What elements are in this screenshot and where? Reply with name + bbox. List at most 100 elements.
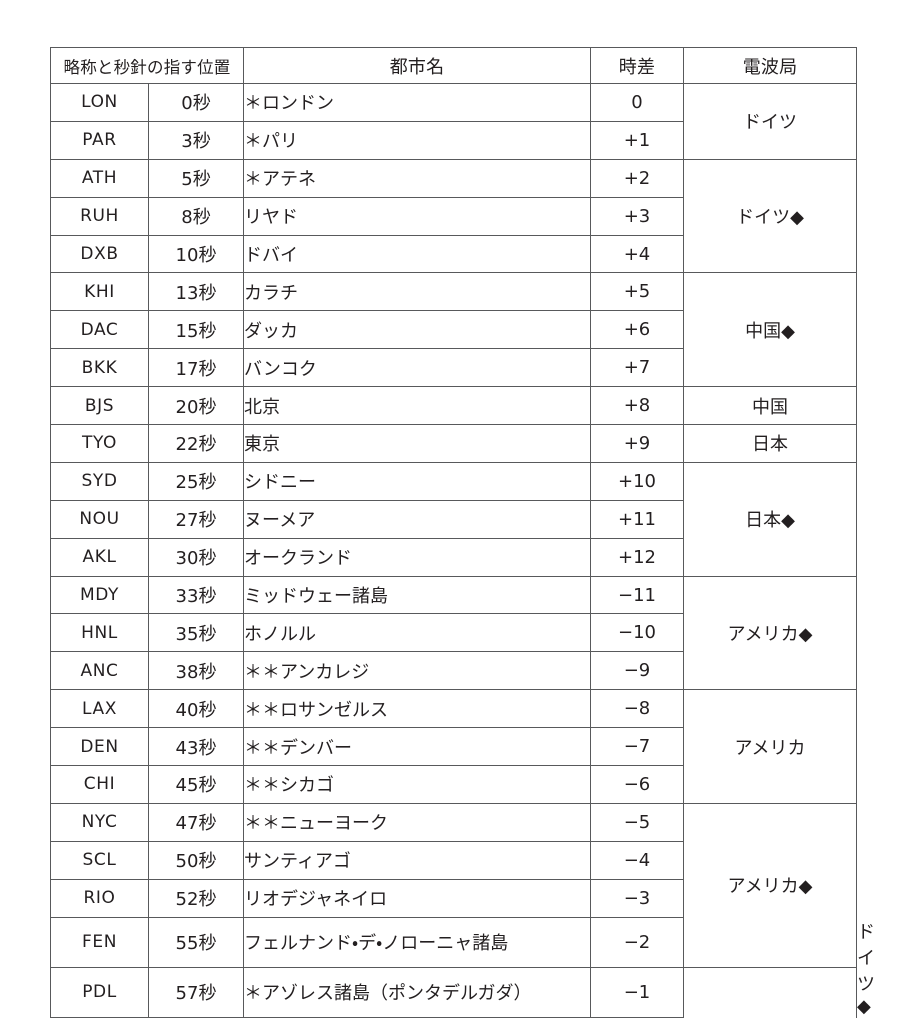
cell-time-difference: −10 <box>590 613 684 653</box>
cell-abbreviation: BKK <box>50 348 149 388</box>
table-row: FEN 55秒 フェルナンド・デ・ノローニャ諸島 −2 ドイツ◆ <box>50 916 875 1017</box>
cell-radio-station: アメリカ <box>683 689 857 804</box>
cell-abbreviation: NOU <box>50 499 149 539</box>
table-header: 略称と秒針の指す位置 都市名 時差 電波局 <box>50 47 857 84</box>
cell-city-name: フェルナンド・デ・ノローニャ諸島 <box>243 916 591 968</box>
table-row: NOU 27秒 ヌーメア +11 <box>50 499 857 539</box>
table-row: SYD 25秒 シドニー +10 日本◆ <box>50 461 857 577</box>
cell-city-name: バンコク <box>243 348 591 388</box>
cell-second-position: 40秒 <box>148 689 244 729</box>
cell-city-name: ミッドウェー諸島 <box>243 575 591 615</box>
timezone-table: 略称と秒針の指す位置 都市名 時差 電波局 LON 0秒 ＊ロンドン 0 ドイツ PAR 3… <box>50 47 875 1018</box>
cell-time-difference: −11 <box>590 575 684 615</box>
cell-second-position: 43秒 <box>148 727 244 767</box>
cell-city-name: カラチ <box>243 272 591 312</box>
cell-second-position: 45秒 <box>148 765 244 804</box>
table-row: DAC 15秒 ダッカ +6 <box>50 310 857 350</box>
cell-time-difference: −4 <box>590 840 684 880</box>
cell-radio-station: ドイツ <box>683 83 857 160</box>
cell-abbreviation: SYD <box>50 461 149 501</box>
cell-city-name: ドバイ <box>243 234 591 274</box>
cell-abbreviation: ATH <box>50 158 149 198</box>
cell-city-name: ＊＊アンカレジ <box>243 651 591 691</box>
cell-second-position: 38秒 <box>148 651 244 691</box>
cell-abbreviation: LAX <box>50 689 149 729</box>
cell-city-name: ＊アゾレス諸島（ポンタデルガダ） <box>243 966 591 1018</box>
cell-abbreviation: RUH <box>50 196 149 236</box>
cell-abbreviation: DEN <box>50 727 149 767</box>
cell-second-position: 0秒 <box>148 83 244 122</box>
table-row: PAR 3秒 ＊パリ +1 <box>50 120 857 160</box>
cell-radio-station: アメリカ◆ <box>683 575 857 691</box>
cell-second-position: 27秒 <box>148 499 244 539</box>
cell-time-difference: +11 <box>590 499 684 539</box>
cell-city-name: リヤド <box>243 196 591 236</box>
table-row: RUH 8秒 リヤド +3 <box>50 196 857 236</box>
cell-second-position: 57秒 <box>148 966 244 1018</box>
cell-time-difference: +5 <box>590 272 684 312</box>
cell-radio-station: 中国◆ <box>683 272 857 388</box>
cell-second-position: 20秒 <box>148 386 244 426</box>
cell-city-name: ＊パリ <box>243 120 591 160</box>
cell-second-position: 52秒 <box>148 878 244 918</box>
cell-city-name: ＊＊ニューヨーク <box>243 802 591 842</box>
header-row: 略称と秒針の指す位置 都市名 時差 電波局 <box>50 47 857 84</box>
cell-second-position: 3秒 <box>148 120 244 160</box>
cell-city-name: シドニー <box>243 461 591 501</box>
column-header-city-name: 都市名 <box>243 47 591 84</box>
cell-radio-station: 日本◆ <box>683 461 857 577</box>
cell-time-difference: +3 <box>590 196 684 236</box>
cell-time-difference: −2 <box>590 916 684 968</box>
cell-radio-station: ドイツ◆ <box>683 158 857 274</box>
cell-city-name: 東京 <box>243 424 591 463</box>
table-row: HNL 35秒 ホノルル −10 <box>50 613 857 653</box>
column-header-radio-station: 電波局 <box>683 47 857 84</box>
table-row: ATH 5秒 ＊アテネ +2 ドイツ◆ <box>50 158 857 274</box>
cell-abbreviation: PAR <box>50 120 149 160</box>
cell-abbreviation: NYC <box>50 802 149 842</box>
cell-time-difference: −1 <box>590 966 684 1018</box>
cell-city-name: ＊アテネ <box>243 158 591 198</box>
cell-second-position: 5秒 <box>148 158 244 198</box>
table-row: BJS 20秒 北京 +8 中国 <box>50 386 857 426</box>
cell-city-name: 北京 <box>243 386 591 426</box>
table-row: TYO 22秒 東京 +9 日本 <box>50 424 857 463</box>
cell-city-name: ＊ロンドン <box>243 83 591 122</box>
cell-abbreviation: LON <box>50 83 149 122</box>
cell-abbreviation: SCL <box>50 840 149 880</box>
cell-radio-station: アメリカ◆ <box>683 802 857 968</box>
cell-abbreviation: FEN <box>50 916 149 968</box>
cell-abbreviation: PDL <box>50 966 149 1018</box>
cell-city-name: サンティアゴ <box>243 840 591 880</box>
cell-radio-station: 中国 <box>683 386 857 426</box>
cell-city-name: ヌーメア <box>243 499 591 539</box>
cell-second-position: 13秒 <box>148 272 244 312</box>
cell-time-difference: +4 <box>590 234 684 274</box>
cell-time-difference: +10 <box>590 461 684 501</box>
table-row: RIO 52秒 リオデジャネイロ −3 <box>50 878 857 918</box>
table-row: BKK 17秒 バンコク +7 <box>50 348 857 388</box>
cell-city-name: ダッカ <box>243 310 591 350</box>
table-row: PDL 57秒 ＊アゾレス諸島（ポンタデルガダ） −1 <box>50 966 857 1018</box>
cell-abbreviation: DAC <box>50 310 149 350</box>
cell-abbreviation: HNL <box>50 613 149 653</box>
cell-second-position: 10秒 <box>148 234 244 274</box>
cell-abbreviation: MDY <box>50 575 149 615</box>
table-row: LAX 40秒 ＊＊ロサンゼルス −8 アメリカ <box>50 689 857 804</box>
table-body: LON 0秒 ＊ロンドン 0 ドイツ PAR 3秒 ＊パリ +1 ATH 5秒 ＊アテネ +2 ドイツ◆ R… <box>50 83 875 1018</box>
cell-time-difference: +1 <box>590 120 684 160</box>
cell-time-difference: −6 <box>590 765 684 804</box>
cell-time-difference: +2 <box>590 158 684 198</box>
cell-city-name: オークランド <box>243 537 591 577</box>
cell-abbreviation: KHI <box>50 272 149 312</box>
table-row: SCL 50秒 サンティアゴ −4 <box>50 840 857 880</box>
cell-second-position: 55秒 <box>148 916 244 968</box>
cell-second-position: 30秒 <box>148 537 244 577</box>
cell-time-difference: +8 <box>590 386 684 426</box>
cell-second-position: 47秒 <box>148 802 244 842</box>
cell-second-position: 35秒 <box>148 613 244 653</box>
column-header-abbr-and-second-position: 略称と秒針の指す位置 <box>50 47 244 84</box>
cell-time-difference: −9 <box>590 651 684 691</box>
cell-time-difference: 0 <box>590 83 684 122</box>
